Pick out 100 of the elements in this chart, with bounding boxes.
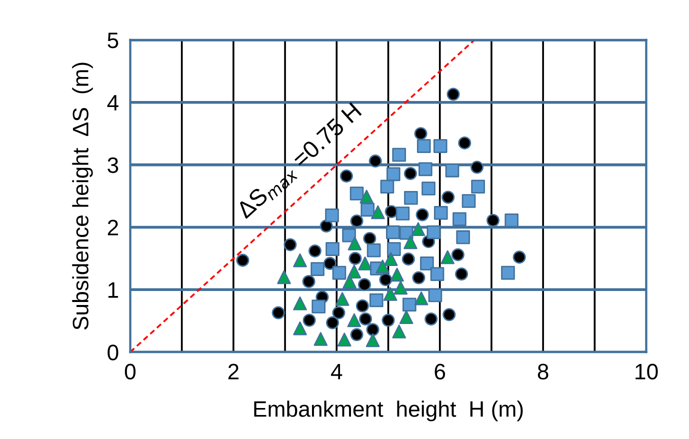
point xyxy=(360,202,375,217)
point xyxy=(471,180,485,194)
y-tick-label: 0 xyxy=(108,344,118,360)
point xyxy=(382,314,395,327)
point xyxy=(363,232,376,245)
point xyxy=(350,214,364,228)
point xyxy=(396,206,410,220)
point xyxy=(399,226,414,240)
point xyxy=(277,270,291,284)
point xyxy=(387,242,401,256)
point xyxy=(358,278,372,292)
point xyxy=(308,244,322,258)
point xyxy=(380,180,394,194)
point xyxy=(236,254,250,267)
point xyxy=(455,268,468,281)
point xyxy=(356,299,369,312)
point xyxy=(332,306,346,320)
point xyxy=(384,205,398,218)
point xyxy=(360,190,374,204)
point xyxy=(366,323,380,336)
y-tick-label: 4 xyxy=(107,95,118,110)
point xyxy=(293,296,307,310)
point xyxy=(402,298,416,312)
x-tick-label: 2 xyxy=(228,364,238,380)
point xyxy=(390,268,404,282)
point xyxy=(371,205,385,220)
point xyxy=(272,306,285,320)
point xyxy=(452,212,466,226)
point xyxy=(428,288,442,302)
point xyxy=(359,312,372,326)
point xyxy=(293,253,307,268)
point xyxy=(414,127,428,140)
point xyxy=(342,274,356,288)
point xyxy=(402,252,415,266)
point xyxy=(350,328,364,342)
point xyxy=(293,321,307,336)
point xyxy=(512,250,526,264)
point xyxy=(379,273,392,286)
point xyxy=(430,267,444,281)
point xyxy=(462,194,476,208)
x-tick-label: 4 xyxy=(330,364,342,380)
point xyxy=(314,332,328,346)
point xyxy=(420,256,434,270)
point xyxy=(434,206,448,220)
point xyxy=(366,333,380,348)
point xyxy=(404,190,418,205)
x-tick-label: 8 xyxy=(538,364,548,380)
x-tick-label: 6 xyxy=(434,364,446,380)
point xyxy=(442,308,456,322)
y-tick-label: 5 xyxy=(108,32,118,48)
point xyxy=(310,262,324,276)
point xyxy=(376,260,390,274)
point xyxy=(368,154,382,168)
point xyxy=(442,190,455,204)
point xyxy=(412,271,426,284)
point xyxy=(326,242,340,256)
point xyxy=(386,167,400,182)
point xyxy=(335,292,350,306)
point xyxy=(458,136,472,150)
y-tick-label: 2 xyxy=(108,220,118,236)
point xyxy=(440,250,455,264)
y-axis-title: Subsidence height ΔS (m) xyxy=(72,62,93,330)
point xyxy=(369,293,384,308)
point xyxy=(350,186,364,200)
point xyxy=(501,266,515,280)
point xyxy=(384,252,398,266)
point xyxy=(404,167,417,180)
x-tick-label: 0 xyxy=(124,364,136,380)
point xyxy=(470,160,484,174)
point xyxy=(422,182,436,196)
point xyxy=(399,310,414,324)
point xyxy=(340,170,353,183)
x-axis-title: Embankment height H (m) xyxy=(254,400,523,422)
point xyxy=(504,213,518,228)
annotation: ΔS$_{max}$ =0.75 H xyxy=(235,102,365,222)
point xyxy=(348,252,362,265)
point xyxy=(325,208,339,222)
point xyxy=(392,324,406,338)
point xyxy=(284,238,297,252)
point xyxy=(394,280,408,295)
point xyxy=(451,248,464,262)
point xyxy=(302,314,316,327)
y-tick-label: 1 xyxy=(108,282,118,298)
point xyxy=(358,256,372,270)
point xyxy=(416,208,429,222)
point xyxy=(312,300,326,314)
x-tick-label: 10 xyxy=(636,364,658,380)
point xyxy=(446,88,460,101)
point xyxy=(348,236,362,250)
point xyxy=(411,222,426,236)
point xyxy=(326,316,340,330)
point xyxy=(456,230,470,244)
point xyxy=(418,162,432,176)
point xyxy=(392,148,406,162)
point xyxy=(424,312,438,326)
point xyxy=(383,287,398,301)
point xyxy=(414,291,428,306)
point xyxy=(337,332,352,346)
point xyxy=(486,214,500,227)
point xyxy=(404,235,418,250)
